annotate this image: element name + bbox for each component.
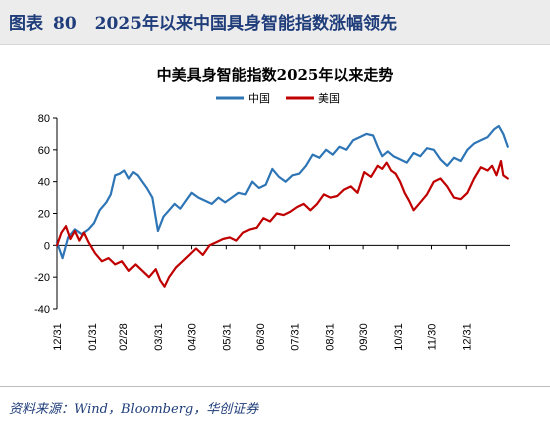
y-tick-label: -20 bbox=[34, 272, 50, 284]
y-tick-label: 60 bbox=[38, 145, 50, 157]
legend-label-us: 美国 bbox=[318, 92, 340, 105]
x-tick-label: 11/30 bbox=[427, 324, 439, 351]
x-tick-label: 06/30 bbox=[255, 323, 267, 351]
figure-caption: 2025年以来中国具身智能指数涨幅领先 bbox=[94, 14, 397, 34]
source-note: 资料来源：Wind，Bloomberg，华创证券 bbox=[9, 402, 259, 417]
y-tick-label: -40 bbox=[34, 304, 50, 316]
x-tick-label: 09/30 bbox=[358, 323, 370, 351]
x-tick-label: 10/31 bbox=[393, 323, 405, 351]
x-tick-label: 12/31 bbox=[52, 323, 64, 351]
y-tick-label: 20 bbox=[38, 209, 50, 221]
series-line-china bbox=[55, 124, 509, 260]
y-tick-label: 40 bbox=[38, 177, 50, 189]
figure-title: 图表 80 2025年以来中国具身智能指数涨幅领先 bbox=[9, 9, 397, 34]
legend-label-china: 中国 bbox=[248, 92, 270, 105]
x-tick-label: 01/31 bbox=[87, 323, 99, 351]
chart-title: 中美具身智能指数2025年以来走势 bbox=[156, 66, 394, 84]
x-tick-label: 04/30 bbox=[187, 323, 199, 351]
x-tick-label: 07/31 bbox=[290, 323, 302, 351]
y-tick-label: 0 bbox=[44, 240, 50, 252]
x-tick-label: 05/31 bbox=[221, 323, 233, 351]
figure-number: 80 bbox=[53, 14, 77, 34]
x-tick-label: 12/31 bbox=[461, 323, 473, 351]
figure-header: 图表 80 2025年以来中国具身智能指数涨幅领先 bbox=[0, 0, 550, 45]
figure-label: 图表 bbox=[9, 14, 43, 34]
y-tick-label: 80 bbox=[38, 113, 50, 125]
x-tick-label: 08/31 bbox=[324, 323, 336, 351]
x-tick-label: 03/31 bbox=[153, 323, 165, 351]
series-line-us bbox=[55, 159, 509, 288]
line-chart: -40 -20 0 20 40 60 80 12/31 01/31 02/28 03/31 04/30… bbox=[34, 92, 510, 351]
x-tick-label: 02/28 bbox=[118, 323, 130, 351]
source-divider bbox=[0, 386, 550, 387]
